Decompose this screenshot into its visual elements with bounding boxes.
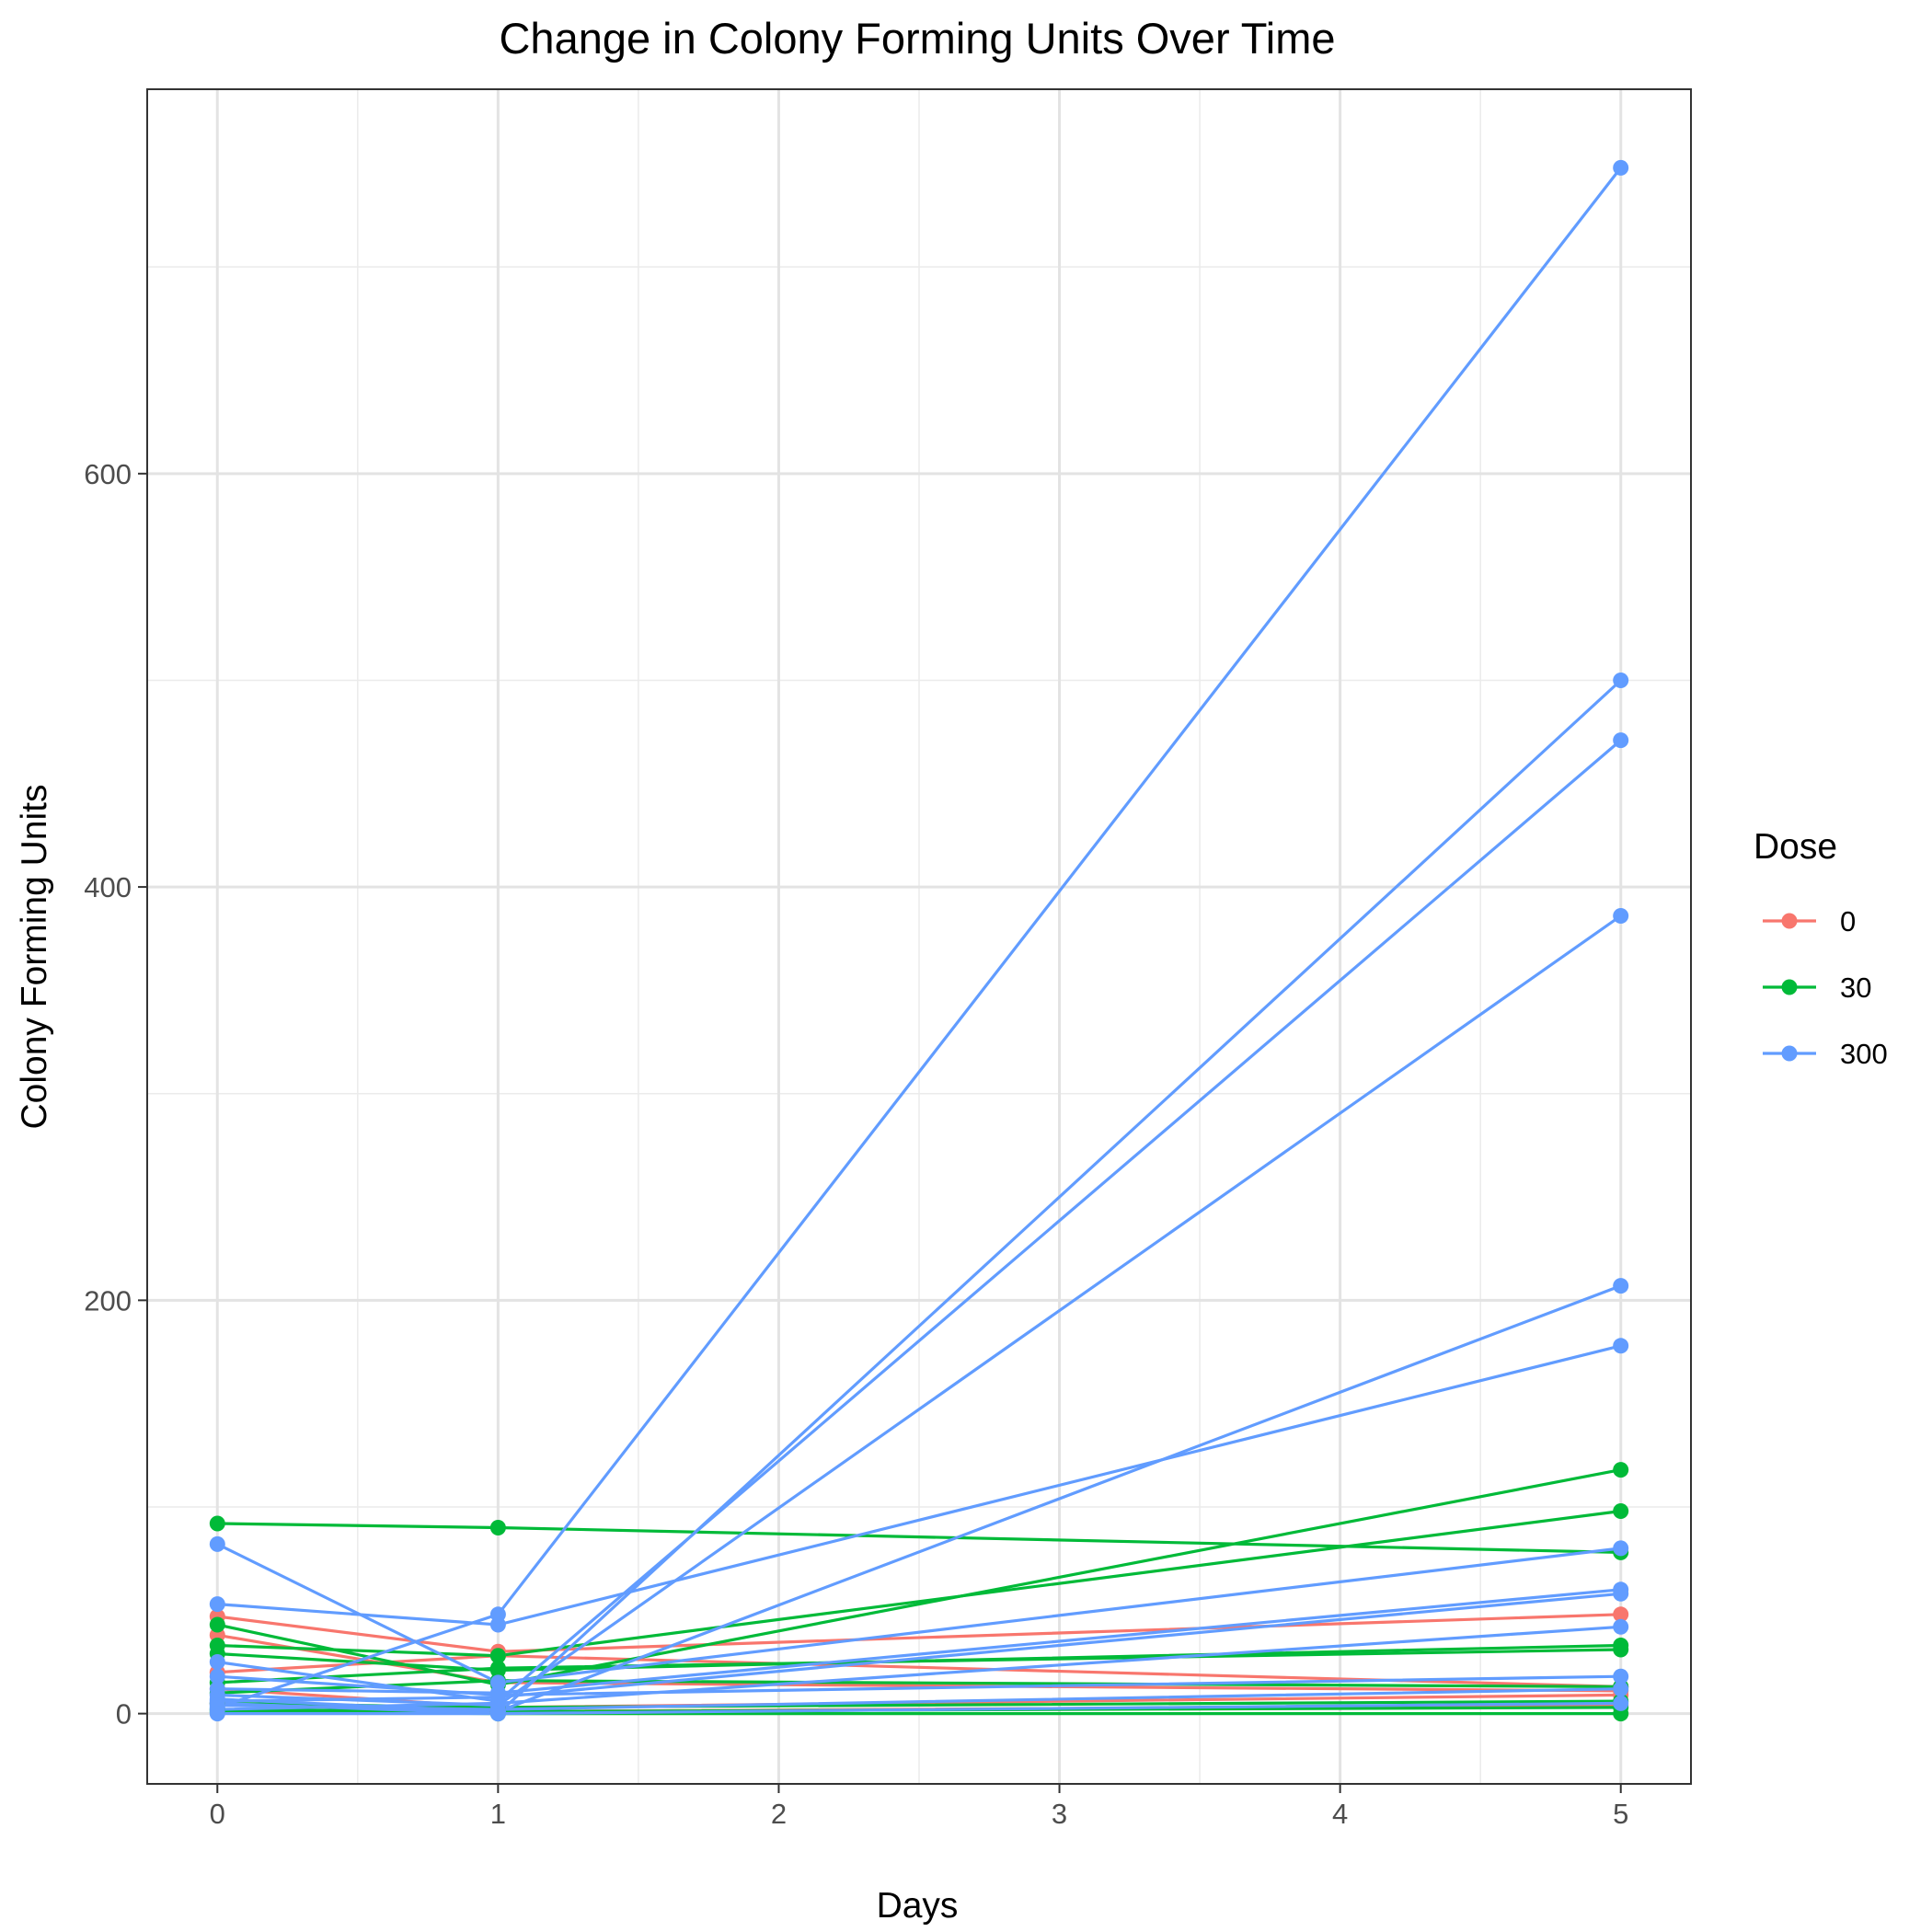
data-point-dose-300 bbox=[489, 1616, 506, 1633]
y-tick-label: 400 bbox=[84, 871, 132, 903]
data-point-dose-300 bbox=[1613, 1278, 1629, 1294]
data-point-dose-300 bbox=[1613, 1668, 1629, 1685]
data-point-dose-300 bbox=[1613, 1618, 1629, 1635]
data-point-dose-300 bbox=[1613, 908, 1629, 924]
axes: 0 1 2 3 4 5 0 200 400 600 bbox=[84, 458, 1628, 1830]
legend-label: 300 bbox=[1840, 1038, 1888, 1070]
data-point-dose-0 bbox=[1613, 1606, 1629, 1623]
chart-title: Change in Colony Forming Units Over Time bbox=[499, 14, 1335, 63]
data-point-dose-300 bbox=[1613, 1540, 1629, 1557]
data-point-dose-300 bbox=[209, 1681, 225, 1697]
x-tick-label: 0 bbox=[210, 1798, 225, 1830]
x-tick-label: 5 bbox=[1613, 1798, 1628, 1830]
data-point-dose-30 bbox=[489, 1648, 506, 1664]
x-tick-label: 4 bbox=[1332, 1798, 1348, 1830]
y-tick-label: 0 bbox=[116, 1698, 132, 1731]
data-point-dose-30 bbox=[489, 1520, 506, 1535]
series-points bbox=[209, 159, 1629, 1722]
grid bbox=[147, 89, 1691, 1784]
y-tick-label: 600 bbox=[84, 458, 132, 490]
data-point-dose-300 bbox=[1613, 673, 1629, 688]
legend-key-point bbox=[1781, 979, 1798, 995]
y-axis-title: Colony Forming Units bbox=[15, 785, 54, 1130]
data-point-dose-30 bbox=[489, 1660, 506, 1676]
legend-label: 30 bbox=[1840, 972, 1871, 1004]
plot-panel-border bbox=[146, 88, 1692, 1785]
data-point-dose-300 bbox=[209, 1654, 225, 1670]
data-point-dose-300 bbox=[1613, 1681, 1629, 1697]
legend-title: Dose bbox=[1754, 827, 1837, 867]
data-point-dose-300 bbox=[209, 1668, 225, 1685]
data-point-dose-300 bbox=[209, 1596, 225, 1613]
x-tick-label: 1 bbox=[490, 1798, 506, 1830]
data-point-dose-30 bbox=[209, 1616, 225, 1633]
data-point-dose-30 bbox=[1613, 1462, 1629, 1478]
legend-entries: 0 30 300 bbox=[1763, 905, 1888, 1070]
legend-key-point bbox=[1781, 1045, 1798, 1062]
data-point-dose-300 bbox=[1613, 159, 1629, 176]
data-point-dose-30 bbox=[1613, 1503, 1629, 1519]
data-point-dose-30 bbox=[209, 1515, 225, 1532]
data-point-dose-300 bbox=[489, 1686, 506, 1703]
legend-key-point bbox=[1781, 913, 1798, 929]
data-point-dose-300 bbox=[1613, 732, 1629, 749]
x-tick-label: 3 bbox=[1052, 1798, 1067, 1830]
x-axis-title: Days bbox=[877, 1886, 959, 1926]
y-tick-label: 200 bbox=[84, 1284, 132, 1317]
legend: Dose 0 30 300 bbox=[1754, 827, 1888, 1070]
data-point-dose-300 bbox=[489, 1706, 506, 1722]
x-tick-label: 2 bbox=[771, 1798, 787, 1830]
data-point-dose-300 bbox=[1613, 1695, 1629, 1711]
legend-label: 0 bbox=[1840, 905, 1856, 937]
data-point-dose-300 bbox=[1613, 1338, 1629, 1354]
data-point-dose-300 bbox=[209, 1535, 225, 1552]
data-point-dose-300 bbox=[209, 1706, 225, 1722]
data-point-dose-30 bbox=[1613, 1641, 1629, 1658]
data-point-dose-300 bbox=[1613, 1585, 1629, 1602]
